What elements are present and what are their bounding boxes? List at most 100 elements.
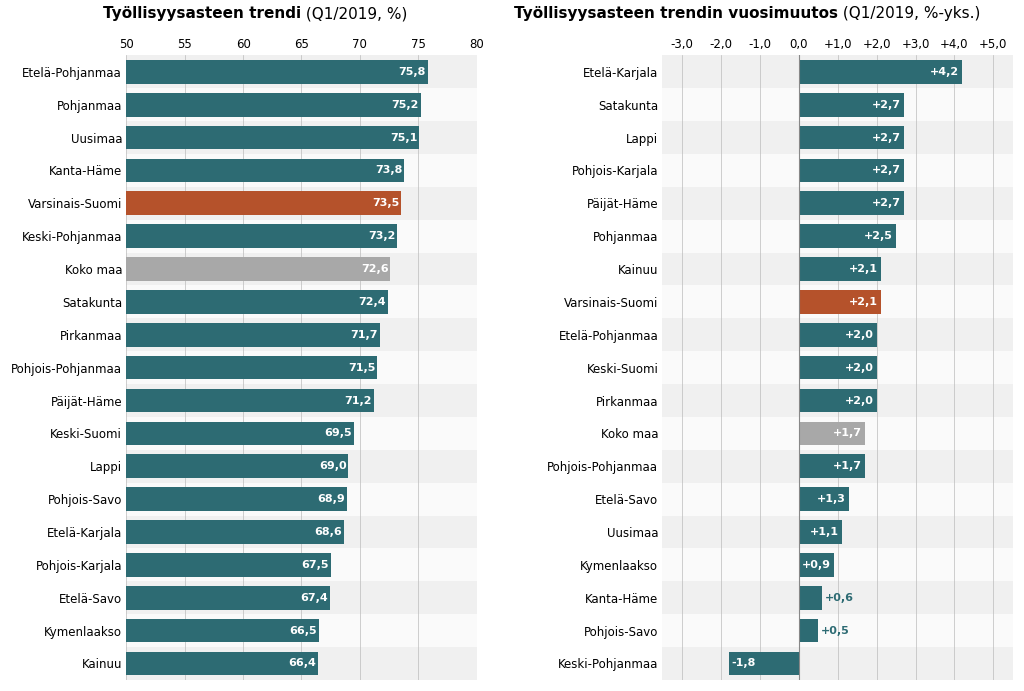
Bar — [799, 60, 963, 84]
Bar — [663, 55, 1013, 88]
Bar — [799, 520, 842, 544]
Bar — [729, 652, 799, 675]
Text: +2,7: +2,7 — [871, 165, 901, 176]
Bar — [126, 417, 477, 450]
Bar — [663, 549, 1013, 581]
Bar — [126, 422, 354, 445]
Bar — [663, 450, 1013, 483]
Text: 73,2: 73,2 — [369, 231, 395, 241]
Bar — [126, 384, 477, 417]
Bar — [799, 257, 881, 281]
Text: +2,7: +2,7 — [871, 133, 901, 142]
Text: 75,8: 75,8 — [398, 67, 426, 77]
Text: 71,7: 71,7 — [350, 330, 378, 340]
Bar — [126, 191, 400, 215]
Bar — [799, 356, 877, 379]
Bar — [799, 618, 818, 643]
Bar — [663, 483, 1013, 515]
Bar — [126, 388, 374, 413]
Text: +2,7: +2,7 — [871, 198, 901, 208]
Text: +1,1: +1,1 — [809, 527, 839, 537]
Bar — [663, 154, 1013, 187]
Bar — [799, 455, 865, 478]
Bar — [799, 487, 849, 511]
Bar — [663, 187, 1013, 220]
Text: +2,0: +2,0 — [845, 363, 873, 372]
Bar — [126, 450, 477, 483]
Bar — [126, 455, 348, 478]
Bar — [126, 253, 477, 285]
Bar — [126, 257, 390, 281]
Text: 73,8: 73,8 — [375, 165, 402, 176]
Bar — [126, 158, 404, 182]
Bar — [799, 93, 904, 117]
Bar — [799, 586, 822, 609]
Text: +4,2: +4,2 — [930, 67, 959, 77]
Bar — [126, 55, 477, 88]
Text: 72,6: 72,6 — [360, 264, 388, 274]
Bar — [126, 154, 477, 187]
Text: -1,8: -1,8 — [732, 659, 756, 668]
Bar — [663, 285, 1013, 319]
Bar — [126, 586, 330, 609]
Text: 69,5: 69,5 — [325, 428, 352, 438]
Text: 66,5: 66,5 — [290, 625, 317, 636]
Bar — [126, 351, 477, 384]
Text: +2,1: +2,1 — [849, 264, 878, 274]
Text: +2,0: +2,0 — [845, 395, 873, 406]
Text: +0,5: +0,5 — [821, 625, 850, 636]
Text: +1,7: +1,7 — [833, 461, 862, 471]
Text: 75,1: 75,1 — [390, 133, 418, 142]
Bar — [126, 121, 477, 154]
Text: +2,7: +2,7 — [871, 100, 901, 110]
Bar — [126, 220, 477, 253]
Text: (Q1/2019, %-yks.): (Q1/2019, %-yks.) — [838, 6, 980, 21]
Bar — [126, 356, 378, 379]
Bar — [126, 93, 421, 117]
Bar — [663, 614, 1013, 647]
Text: 72,4: 72,4 — [358, 297, 386, 307]
Bar — [799, 126, 904, 149]
Bar — [126, 618, 319, 643]
Bar — [799, 158, 904, 182]
Bar — [663, 88, 1013, 121]
Text: +0,9: +0,9 — [802, 560, 830, 570]
Bar — [126, 126, 420, 149]
Bar — [126, 483, 477, 515]
Text: +1,7: +1,7 — [833, 428, 862, 438]
Bar — [126, 60, 428, 84]
Bar — [126, 487, 347, 511]
Bar — [799, 191, 904, 215]
Bar — [126, 323, 380, 347]
Bar — [126, 614, 477, 647]
Text: 68,6: 68,6 — [314, 527, 342, 537]
Text: 71,5: 71,5 — [348, 363, 376, 372]
Bar — [799, 290, 881, 314]
Bar — [126, 285, 477, 319]
Bar — [799, 323, 877, 347]
Bar — [663, 121, 1013, 154]
Bar — [663, 647, 1013, 680]
Bar — [126, 225, 397, 248]
Text: 67,5: 67,5 — [301, 560, 329, 570]
Bar — [663, 351, 1013, 384]
Bar — [126, 549, 477, 581]
Bar — [663, 515, 1013, 549]
Bar — [126, 652, 317, 675]
Bar — [663, 417, 1013, 450]
Bar — [799, 225, 896, 248]
Text: 73,5: 73,5 — [372, 198, 399, 208]
Bar — [126, 581, 477, 614]
Bar — [663, 581, 1013, 614]
Bar — [663, 253, 1013, 285]
Text: +0,6: +0,6 — [825, 593, 854, 603]
Bar — [126, 553, 331, 577]
Bar — [663, 384, 1013, 417]
Text: +2,0: +2,0 — [845, 330, 873, 340]
Bar — [126, 319, 477, 351]
Bar — [663, 220, 1013, 253]
Bar — [799, 553, 834, 577]
Bar — [663, 319, 1013, 351]
Bar — [126, 520, 343, 544]
Text: +2,5: +2,5 — [864, 231, 893, 241]
